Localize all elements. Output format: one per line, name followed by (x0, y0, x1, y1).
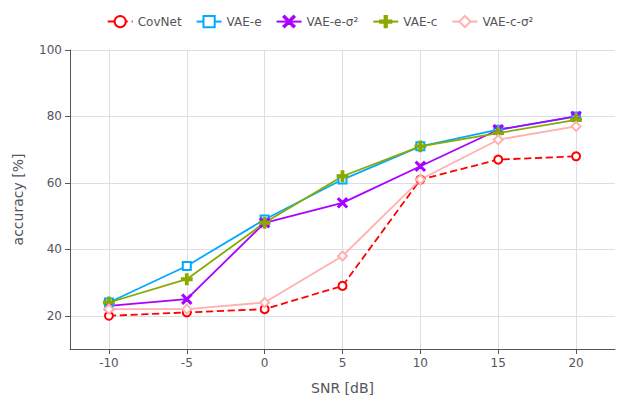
svg-text:60: 60 (47, 176, 62, 190)
svg-text:SNR [dB]: SNR [dB] (311, 380, 374, 396)
svg-text:10: 10 (413, 356, 428, 370)
svg-text:80: 80 (47, 109, 62, 123)
svg-text:-5: -5 (181, 356, 193, 370)
svg-text:VAE-c: VAE-c (403, 15, 437, 29)
svg-text:CovNet: CovNet (138, 15, 182, 29)
svg-text:accuracy [%]: accuracy [%] (10, 154, 26, 246)
svg-text:100: 100 (39, 43, 62, 57)
svg-text:20: 20 (568, 356, 583, 370)
svg-text:VAE-e: VAE-e (227, 15, 262, 29)
svg-text:5: 5 (339, 356, 347, 370)
svg-text:20: 20 (47, 309, 62, 323)
svg-text:VAE-e-σ²: VAE-e-σ² (307, 15, 359, 29)
svg-text:-10: -10 (99, 356, 119, 370)
svg-text:VAE-c-σ²: VAE-c-σ² (482, 15, 533, 29)
svg-text:0: 0 (261, 356, 269, 370)
svg-text:40: 40 (47, 242, 62, 256)
svg-text:15: 15 (491, 356, 506, 370)
